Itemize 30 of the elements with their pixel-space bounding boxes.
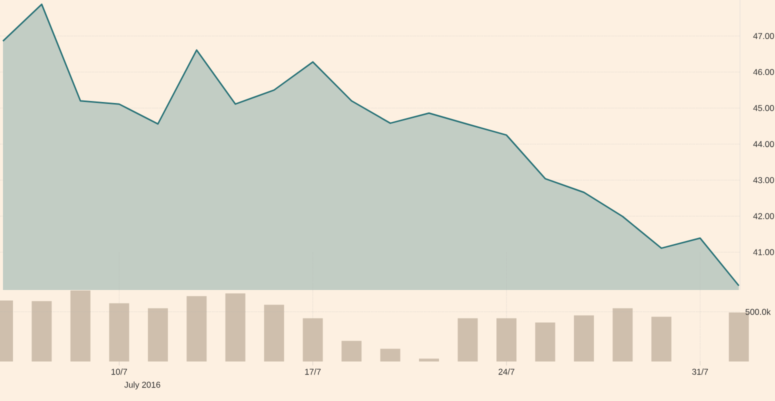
- y-tick-label: 44.00: [753, 141, 774, 148]
- bar: [574, 315, 594, 362]
- y-tick-label: 41.00: [753, 249, 774, 256]
- bar: [148, 308, 168, 362]
- ref-line-label: 500.0k: [746, 308, 771, 315]
- bar: [302, 318, 323, 362]
- bar: [535, 322, 556, 362]
- bar: [496, 318, 516, 362]
- bar: [70, 290, 90, 362]
- x-tick-label: 24/7: [498, 368, 514, 375]
- bar: [32, 301, 52, 362]
- bar: [458, 318, 478, 362]
- bar: [225, 293, 246, 362]
- y-tick-label: 45.00: [753, 105, 774, 112]
- y-tick-label: 47.00: [753, 33, 774, 40]
- bar: [109, 303, 130, 362]
- bar: [342, 340, 362, 362]
- x-tick-label: 31/7: [692, 368, 708, 375]
- y-tick-label: 42.00: [753, 213, 774, 220]
- bar: [186, 296, 207, 362]
- bar: [612, 308, 633, 362]
- x-tick-label: 10/7: [112, 368, 128, 375]
- bar: [380, 348, 400, 362]
- bar: [419, 358, 440, 362]
- bar: [264, 304, 284, 362]
- x-tick-label: 17/7: [305, 368, 321, 375]
- y-tick-label: 46.00: [753, 69, 774, 76]
- y-tick-label: 43.00: [753, 177, 774, 184]
- x-axis-title: July 2016: [124, 382, 160, 390]
- bar: [651, 316, 672, 362]
